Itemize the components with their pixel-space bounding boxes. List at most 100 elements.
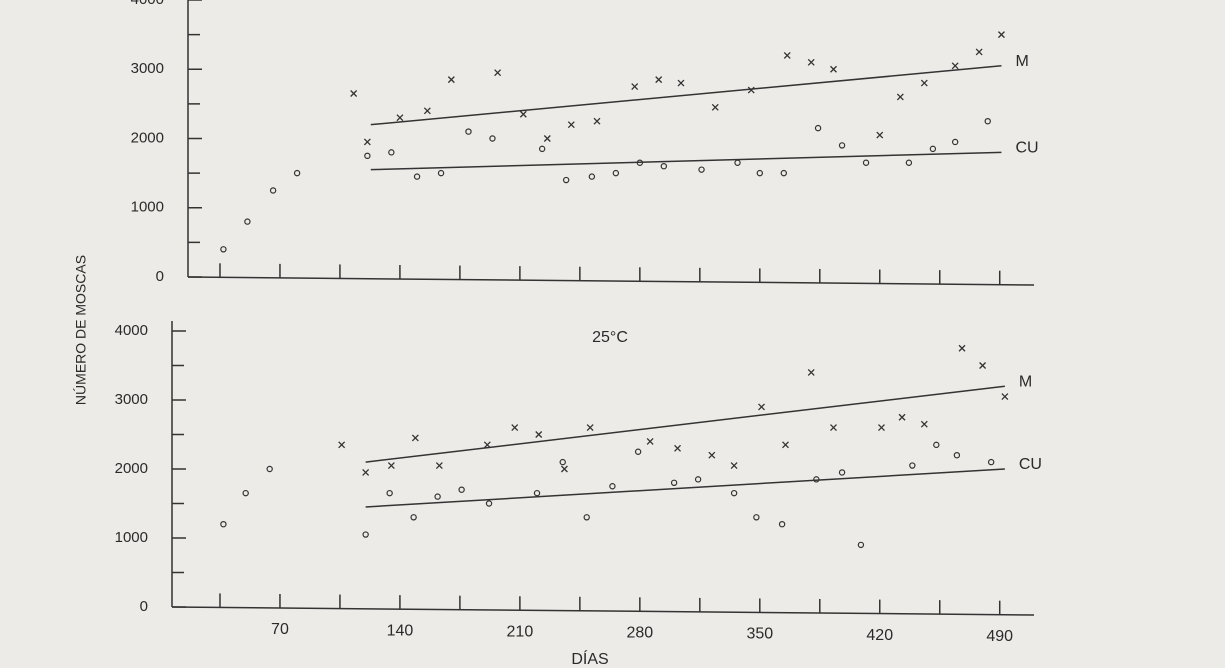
point-x: [363, 138, 371, 146]
point-o: [220, 246, 227, 253]
point-o: [458, 486, 465, 493]
point-o: [242, 489, 249, 497]
trend-line: [370, 151, 1002, 171]
point-o: [612, 169, 620, 177]
point-x: [674, 444, 682, 452]
point-x: [655, 76, 663, 84]
point-o: [634, 448, 642, 455]
y-tick-label: 3000: [115, 391, 148, 408]
point-x: [423, 107, 431, 115]
point-x: [535, 431, 543, 438]
point-o: [244, 218, 251, 225]
point-o: [485, 500, 493, 507]
point-o: [410, 514, 417, 521]
x-tick-label: 490: [986, 628, 1013, 645]
point-o: [489, 135, 496, 142]
point-o: [413, 173, 421, 180]
line-label: M: [1019, 373, 1032, 390]
point-o: [434, 493, 441, 500]
point-o: [220, 521, 227, 528]
point-o: [660, 162, 668, 170]
point-o: [909, 462, 916, 469]
point-x: [631, 83, 639, 91]
x-tick-label: 210: [507, 623, 534, 640]
point-x: [876, 131, 884, 139]
point-x: [708, 451, 716, 459]
point-x: [396, 114, 404, 122]
point-o: [533, 489, 541, 497]
point-x: [387, 462, 395, 470]
point-x: [920, 79, 928, 87]
point-x: [920, 420, 928, 428]
point-x: [958, 344, 966, 352]
point-o: [753, 514, 760, 521]
point-o: [538, 145, 546, 153]
point-x: [511, 424, 519, 432]
point-o: [933, 441, 940, 449]
x-tick-label: 140: [387, 622, 414, 639]
point-x: [435, 462, 443, 470]
point-o: [778, 521, 786, 528]
panel-title: 25°C: [592, 329, 628, 346]
x-tick-label: 70: [271, 621, 289, 638]
point-x: [807, 58, 815, 66]
y-tick-label: 0: [156, 268, 164, 285]
point-o: [814, 124, 822, 132]
point-o: [562, 176, 570, 184]
point-x: [1001, 393, 1009, 401]
point-x: [878, 424, 885, 432]
point-x: [951, 62, 959, 70]
point-o: [364, 152, 371, 160]
trend-line: [365, 385, 1005, 463]
point-o: [953, 452, 961, 459]
point-x: [896, 93, 904, 101]
point-x: [830, 65, 837, 73]
point-o: [862, 159, 870, 166]
point-o: [951, 138, 959, 146]
point-x: [567, 121, 575, 129]
x-tick-label: 350: [746, 626, 773, 643]
point-x: [782, 441, 789, 449]
point-o: [266, 465, 273, 473]
point-x: [730, 462, 738, 470]
point-x: [830, 424, 837, 432]
point-o: [905, 159, 913, 166]
y-tick-label: 3000: [131, 60, 164, 77]
point-o: [293, 169, 301, 177]
y-tick-label: 1000: [131, 199, 164, 216]
point-x: [519, 110, 527, 118]
point-o: [694, 476, 702, 483]
line-label: CU: [1015, 140, 1038, 157]
point-x: [807, 368, 815, 376]
point-o: [437, 169, 445, 177]
point-x: [747, 86, 755, 94]
line-label: M: [1015, 53, 1028, 70]
point-o: [362, 531, 369, 538]
point-x: [975, 48, 983, 56]
point-x: [494, 69, 502, 77]
point-o: [698, 166, 705, 173]
point-o: [756, 169, 764, 177]
point-o: [857, 541, 865, 549]
point-x: [711, 103, 719, 111]
point-x: [447, 76, 455, 84]
point-o: [670, 479, 678, 486]
point-x: [411, 434, 419, 442]
trend-line: [370, 65, 1002, 126]
point-o: [583, 514, 590, 521]
point-x: [593, 117, 601, 125]
y-tick-label: 4000: [115, 322, 148, 339]
point-x: [898, 413, 906, 421]
point-o: [588, 173, 596, 180]
y-tick-label: 2000: [115, 460, 148, 477]
y-axis-label: NÚMERO DE MOSCAS: [73, 255, 89, 405]
x-tick-label: 420: [866, 627, 893, 644]
trend-line: [365, 468, 1005, 508]
point-x: [997, 31, 1005, 39]
y-tick-label: 4000: [131, 0, 164, 8]
point-o: [388, 149, 395, 156]
point-o: [386, 489, 393, 497]
point-o: [465, 128, 472, 135]
